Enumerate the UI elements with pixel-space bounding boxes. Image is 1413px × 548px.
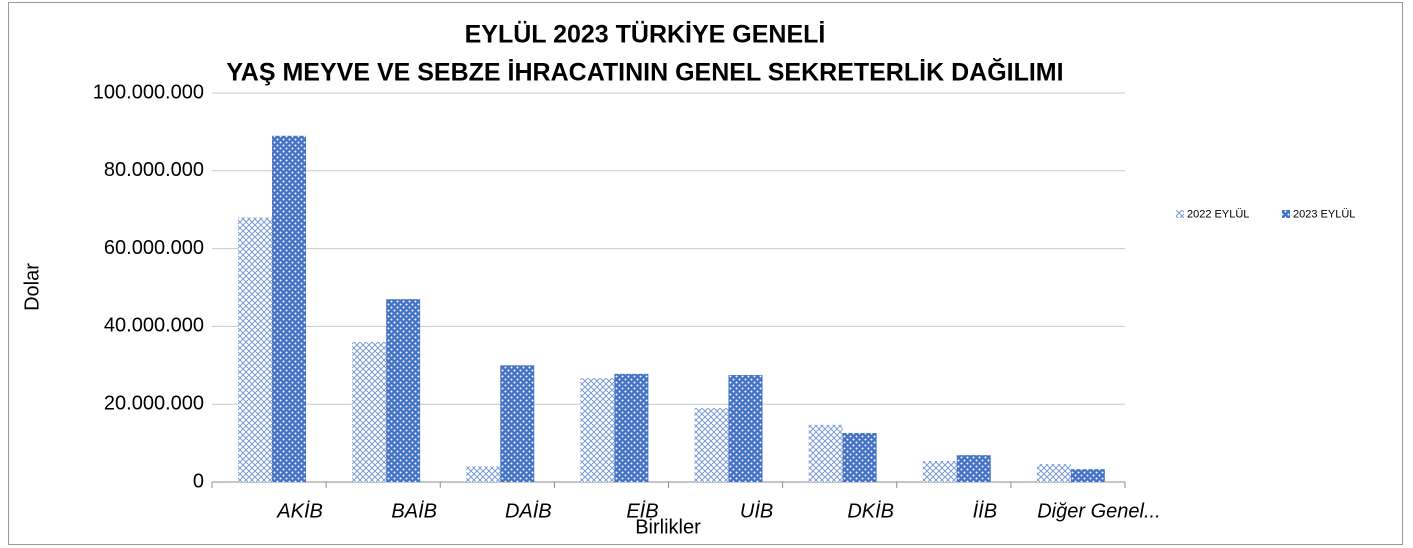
bar xyxy=(1036,464,1071,482)
bar xyxy=(1070,469,1105,482)
x-tick-label: EİB xyxy=(626,500,658,522)
x-tick-label: DAİB xyxy=(505,500,552,522)
x-tick-label: BAİB xyxy=(391,500,437,522)
x-tick-label: UİB xyxy=(740,500,773,522)
legend-label: 2022 EYLÜL xyxy=(1187,208,1249,220)
y-tick-label: 40.000.000 xyxy=(104,315,204,337)
bar xyxy=(808,424,843,482)
bar xyxy=(842,432,877,482)
bar xyxy=(956,455,991,482)
bar xyxy=(922,460,957,482)
y-tick-label: 100.000.000 xyxy=(93,81,204,103)
bar xyxy=(466,466,501,482)
y-tick-label: 60.000.000 xyxy=(104,237,204,259)
legend-marker xyxy=(1176,210,1184,218)
y-tick-label: 0 xyxy=(193,470,204,492)
y-axis-label: Dolar xyxy=(21,263,43,311)
x-tick-label: Diğer Genel... xyxy=(1037,500,1160,522)
x-axis-label: Birlikler xyxy=(635,516,701,538)
bar xyxy=(500,365,535,482)
chart-title: YAŞ MEYVE VE SEBZE İHRACATININ GENEL SEK… xyxy=(226,58,1063,87)
chart-title: EYLÜL 2023 TÜRKİYE GENELİ xyxy=(465,20,826,49)
x-tick-label: DKİB xyxy=(847,500,894,522)
bar xyxy=(614,373,649,482)
bar xyxy=(580,378,615,482)
legend-marker xyxy=(1282,210,1290,218)
bar xyxy=(238,217,272,483)
y-tick-label: 80.000.000 xyxy=(104,159,204,181)
bar xyxy=(728,375,763,482)
bar xyxy=(272,135,306,483)
x-tick-label: AKİB xyxy=(276,500,323,522)
bar xyxy=(386,299,421,482)
legend-label: 2023 EYLÜL xyxy=(1293,208,1355,220)
bar xyxy=(694,408,729,482)
bar xyxy=(352,341,387,482)
y-tick-label: 20.000.000 xyxy=(104,392,204,414)
x-tick-label: İİB xyxy=(973,500,997,522)
